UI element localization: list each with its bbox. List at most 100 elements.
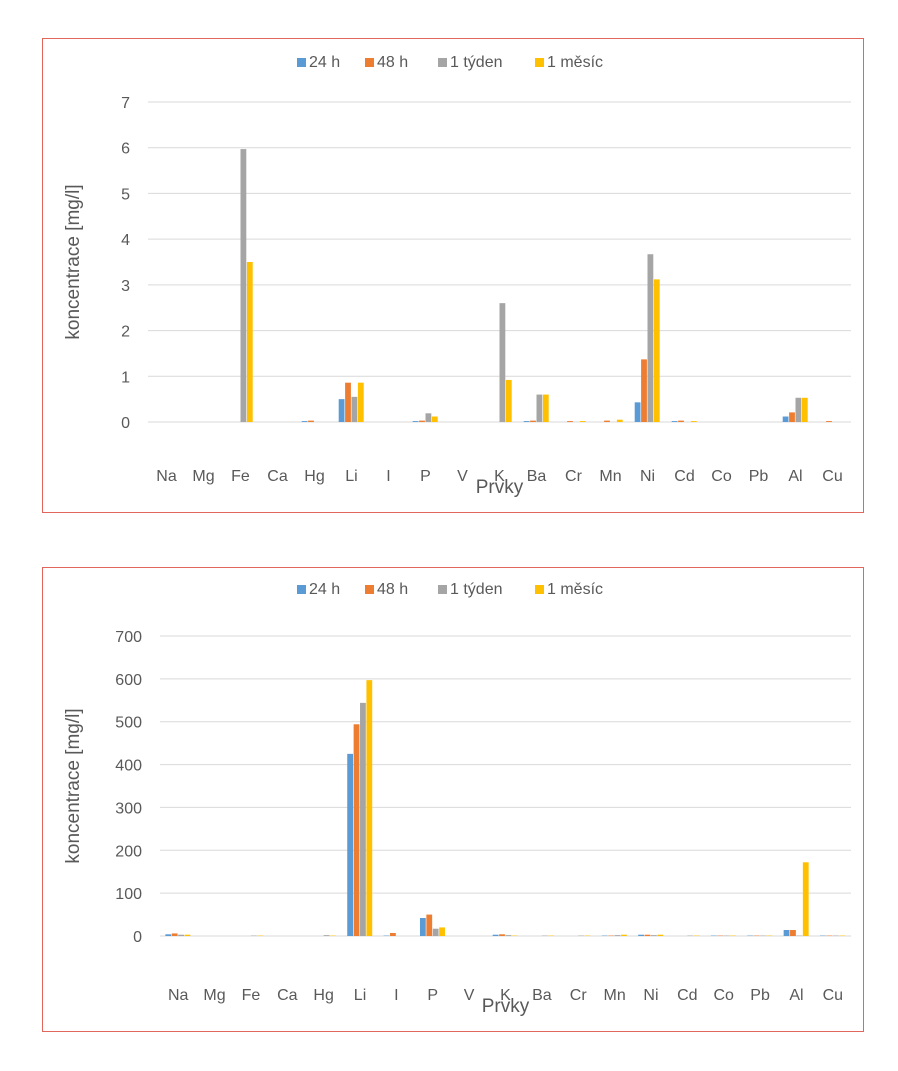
chart1-bar-Hg-1 <box>308 420 314 422</box>
chart1-y-tick-label: 7 <box>121 95 130 112</box>
chart2-bar-Ni-2 <box>650 935 657 936</box>
chart2-bar-K-2 <box>505 935 512 936</box>
chart-2-svg: 0 100 200 300 400 500 600 700 Na Mg Fe Ca Hg Li I P V K Ba… <box>63 581 851 1017</box>
chart1-bar-Cu-1 <box>826 421 832 422</box>
chart1-bar-Ni-3 <box>653 279 660 422</box>
chart1-bar-Li-1 <box>345 382 351 422</box>
chart2-bar-Li-3 <box>366 680 373 936</box>
chart1-legend-label: 1 týden <box>450 54 502 71</box>
chart1-x-tick-label: Li <box>345 468 357 485</box>
chart2-x-tick-label: K <box>500 987 511 1004</box>
chart1-x-tick-label: Ba <box>527 468 547 485</box>
chart1-x-tick-label: Co <box>711 468 732 485</box>
chart2-bar-Mn-3 <box>621 934 627 936</box>
chart2-x-tick-label: Cu <box>823 987 843 1004</box>
chart1-bar-Al-2 <box>795 397 802 422</box>
chart1-x-tick-label: Al <box>788 468 802 485</box>
chart2-bar-Na-1 <box>171 933 178 936</box>
chart1-bar-Hg-0 <box>301 421 308 422</box>
chart2-bar-Hg-2 <box>323 935 330 936</box>
chart1-y-tick-label: 3 <box>121 278 130 295</box>
chart1-x-tick-label: Hg <box>304 468 324 485</box>
chart1-bar-P-0 <box>412 421 419 422</box>
chart2-legend-swatch <box>535 585 544 594</box>
chart2-bar-Li-0 <box>347 753 354 936</box>
chart2-y-tick-label: 700 <box>115 629 142 646</box>
chart2-bar-Al-1 <box>790 930 796 936</box>
chart2-x-tick-label: Fe <box>242 987 261 1004</box>
chart1-x-tick-label: Na <box>156 468 177 485</box>
chart2-x-tick-label: Ca <box>277 987 298 1004</box>
chart2-x-tick-label: Cd <box>677 987 697 1004</box>
chart2-x-tick-label: Ba <box>532 987 552 1004</box>
chart2-bar-Ni-1 <box>644 934 651 936</box>
chart1-bar-Cd-3 <box>690 421 697 422</box>
chart1-x-tick-label: K <box>494 468 505 485</box>
chart1-bar-Al-0 <box>782 416 789 422</box>
chart1-y-tick-label: 6 <box>121 141 130 158</box>
chart2-bar-Mn-2 <box>614 935 621 936</box>
chart1-x-tick-label: Pb <box>749 468 769 485</box>
chart-2: 0 100 200 300 400 500 600 700 Na Mg Fe Ca Hg Li I P V K Ba… <box>42 567 864 1032</box>
chart2-legend-label: 1 týden <box>450 581 502 598</box>
chart2-bar-Li-1 <box>353 724 360 936</box>
chart2-y-tick-label: 100 <box>115 886 142 903</box>
chart2-bar-K-1 <box>499 934 505 936</box>
chart1-y-tick-label: 5 <box>121 186 130 203</box>
chart1-legend-swatch <box>535 58 544 67</box>
chart1-bar-P-1 <box>419 420 425 422</box>
chart1-bar-Fe-2 <box>240 149 247 422</box>
chart2-y-tick-label: 400 <box>115 758 142 775</box>
chart1-bar-K-2 <box>499 303 506 422</box>
chart1-bar-Li-3 <box>357 382 364 422</box>
chart1-bar-K-3 <box>505 379 512 422</box>
chart1-legend-swatch <box>438 58 447 67</box>
chart2-bar-K-0 <box>492 934 499 936</box>
chart2-x-tick-label: I <box>394 987 398 1004</box>
chart2-bar-Ni-0 <box>638 934 644 936</box>
chart2-bar-P-0 <box>419 918 426 936</box>
chart1-bar-P-3 <box>431 416 438 422</box>
chart-1: 0 1 2 3 4 5 6 7 Na Mg Fe Ca Hg Li I P V K Ba Cr Mn Ni Cd Co Pb Al… <box>42 38 864 513</box>
chart1-x-tick-label: Cd <box>674 468 694 485</box>
chart2-x-tick-label: Co <box>713 987 734 1004</box>
chart1-x-tick-label: V <box>457 468 468 485</box>
chart1-x-tick-label: Cu <box>822 468 842 485</box>
chart2-x-tick-label: P <box>427 987 438 1004</box>
chart2-x-tick-label: Na <box>168 987 189 1004</box>
chart2-legend-label: 1 měsíc <box>547 581 603 598</box>
chart2-bar-Na-3 <box>184 934 191 936</box>
chart1-bar-Ba-3 <box>542 394 549 422</box>
chart2-bar-Li-2 <box>360 702 366 936</box>
chart2-legend-label: 48 h <box>377 581 408 598</box>
chart1-x-tick-label: Mn <box>599 468 621 485</box>
chart1-legend-label: 24 h <box>309 54 340 71</box>
chart1-bar-Ni-0 <box>634 402 641 422</box>
chart2-x-axis-title: Prvky <box>482 996 530 1017</box>
chart2-bar-P-1 <box>426 914 433 936</box>
chart2-y-tick-label: 0 <box>133 929 142 946</box>
chart2-x-tick-label: Hg <box>313 987 333 1004</box>
chart1-bar-Ni-2 <box>647 254 654 422</box>
chart2-legend-swatch <box>297 585 306 594</box>
chart1-y-tick-label: 0 <box>121 415 130 432</box>
chart2-bar-P-3 <box>439 927 445 936</box>
chart2-legend-swatch <box>365 585 374 594</box>
chart1-x-tick-label: I <box>386 468 390 485</box>
chart2-y-axis-title: koncentrace [mg/l] <box>63 708 84 863</box>
chart1-y-tick-label: 1 <box>121 369 130 386</box>
chart1-bar-Fe-3 <box>246 262 253 422</box>
chart1-x-tick-label: Ca <box>267 468 288 485</box>
chart2-x-tick-label: Mn <box>603 987 625 1004</box>
chart1-x-tick-label: P <box>420 468 431 485</box>
chart1-bar-Ba-0 <box>523 421 530 422</box>
chart-1-svg: 0 1 2 3 4 5 6 7 Na Mg Fe Ca Hg Li I P V K Ba Cr Mn Ni Cd Co Pb Al… <box>63 54 851 498</box>
chart1-bar-Mn-3 <box>616 419 623 422</box>
chart1-bar-Mn-1 <box>604 420 610 422</box>
chart2-bar-Al-3 <box>802 862 809 936</box>
chart2-x-tick-label: V <box>464 987 475 1004</box>
chart2-y-tick-label: 300 <box>115 800 142 817</box>
chart1-bar-Cd-1 <box>678 420 684 422</box>
chart2-legend-swatch <box>438 585 447 594</box>
chart2-y-tick-label: 500 <box>115 715 142 732</box>
